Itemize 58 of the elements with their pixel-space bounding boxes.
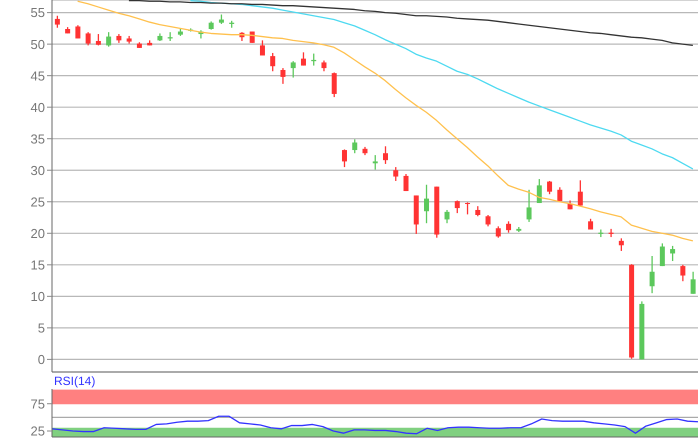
y-tick-label: 15: [30, 257, 45, 272]
candlestick: [547, 180, 552, 195]
candlestick: [280, 67, 286, 85]
candlestick: [383, 146, 388, 165]
line-series: [51, 416, 699, 434]
line-series: [128, 0, 694, 46]
candlestick: [465, 202, 470, 216]
candlestick: [526, 189, 532, 223]
candlestick: [86, 32, 91, 46]
candlestick: [454, 200, 460, 214]
candlestick: [598, 228, 604, 238]
candlestick: [486, 214, 491, 228]
y-tick-label: 5: [38, 320, 45, 336]
candlestick: [660, 242, 665, 267]
candlestick: [342, 148, 347, 168]
candlestick: [690, 271, 696, 294]
y-tick-label: 10: [30, 288, 45, 304]
candlestick: [506, 220, 512, 234]
candlestick: [218, 14, 224, 25]
y-tick-label: 25: [30, 424, 45, 439]
candlestick: [650, 255, 655, 294]
candlestick: [168, 32, 173, 42]
y-tick-label: 20: [30, 226, 45, 241]
y-tick-label: 75: [30, 396, 45, 412]
candlestick: [54, 15, 60, 28]
candlestick: [321, 60, 326, 72]
candlestick: [444, 209, 450, 224]
line-series: [190, 0, 694, 170]
candlestick: [75, 24, 80, 40]
candlestick: [578, 180, 583, 206]
candlestick: [424, 184, 430, 224]
candlestick: [618, 238, 624, 252]
candlestick: [557, 186, 562, 202]
candlestick: [680, 264, 686, 282]
candlestick: [475, 206, 480, 217]
y-tick-label: 40: [30, 100, 45, 115]
chart-title: RSI(14): [54, 374, 96, 388]
y-tick-label: 0: [38, 352, 45, 368]
candlestick: [670, 245, 676, 262]
candlestick: [260, 40, 265, 56]
candlestick: [300, 52, 306, 66]
candlestick: [106, 32, 112, 48]
y-tick-label: 55: [30, 5, 45, 20]
candlestick: [393, 166, 398, 182]
candlestick: [96, 33, 101, 46]
candlestick: [332, 72, 337, 98]
candlestick: [404, 173, 409, 192]
candlestick: [352, 138, 358, 154]
candlestick: [270, 52, 276, 72]
y-tick-label: 50: [30, 36, 45, 52]
y-tick-label: 45: [30, 68, 45, 84]
candlestick: [496, 226, 501, 238]
y-tick-label: 30: [30, 162, 45, 178]
y-tick-label: 25: [30, 194, 45, 210]
y-tick-label: 35: [30, 131, 45, 146]
candlestick: [372, 154, 378, 170]
line-series: [76, 0, 694, 242]
candlestick: [290, 60, 296, 78]
